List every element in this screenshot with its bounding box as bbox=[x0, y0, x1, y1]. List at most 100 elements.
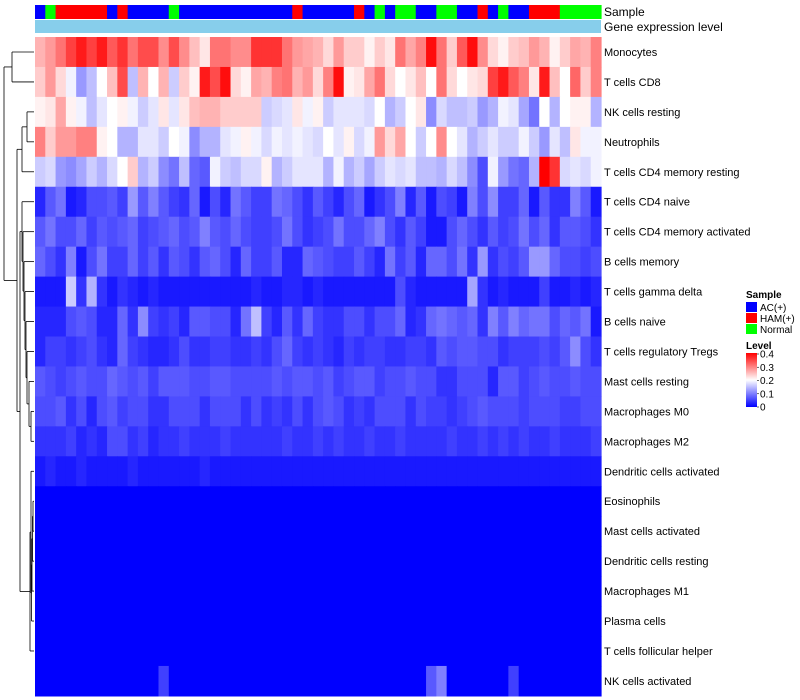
heatmap-cell bbox=[76, 246, 88, 278]
heatmap-cell bbox=[96, 216, 108, 248]
heatmap-cell bbox=[261, 456, 273, 487]
heatmap-cell bbox=[137, 156, 149, 188]
heatmap-cell bbox=[395, 66, 407, 98]
heatmap-cell bbox=[312, 366, 324, 397]
heatmap-cell bbox=[179, 576, 190, 607]
heatmap-cell bbox=[467, 486, 479, 517]
heatmap-cell bbox=[405, 665, 417, 697]
row-label: T cells CD4 memory resting bbox=[604, 167, 740, 179]
heatmap-cell bbox=[580, 306, 592, 338]
sample-annotation-cell bbox=[281, 5, 293, 19]
heatmap-cell bbox=[528, 366, 540, 397]
heatmap-cell bbox=[220, 66, 232, 98]
heatmap-cell bbox=[312, 665, 324, 697]
heatmap-cell bbox=[446, 456, 458, 487]
heatmap-cell bbox=[209, 486, 221, 517]
heatmap-cell bbox=[426, 426, 437, 457]
heatmap-cell bbox=[86, 546, 98, 577]
heatmap-cells bbox=[35, 37, 602, 697]
heatmap-cell bbox=[405, 66, 417, 98]
heatmap-cell bbox=[426, 665, 437, 697]
heatmap-cell bbox=[76, 156, 88, 188]
heatmap-cell bbox=[580, 126, 592, 158]
heatmap-cell bbox=[240, 486, 252, 517]
heatmap-cell bbox=[508, 216, 520, 248]
heatmap-cell bbox=[580, 216, 592, 248]
heatmap-cell bbox=[323, 336, 335, 368]
heatmap-cell bbox=[590, 156, 602, 188]
heatmap-cell bbox=[107, 426, 118, 457]
heatmap-cell bbox=[477, 456, 489, 487]
heatmap-cell bbox=[508, 606, 520, 637]
sample-annotation-cell bbox=[426, 5, 437, 19]
heatmap-cell bbox=[179, 665, 190, 697]
heatmap-cell bbox=[518, 396, 530, 427]
heatmap-cell bbox=[220, 126, 232, 158]
heatmap-cell bbox=[261, 606, 273, 637]
heatmap-cell bbox=[518, 516, 530, 547]
heatmap-cell bbox=[55, 96, 67, 128]
heatmap-cell bbox=[240, 37, 252, 68]
heatmap-cell bbox=[487, 186, 499, 218]
heatmap-cell bbox=[168, 426, 180, 457]
heatmap-cell bbox=[467, 306, 479, 338]
heatmap-cell bbox=[467, 426, 479, 457]
heatmap-cell bbox=[137, 426, 149, 457]
heatmap-cell bbox=[168, 96, 180, 128]
heatmap-cell bbox=[199, 636, 211, 667]
heatmap-cell bbox=[436, 66, 448, 98]
heatmap-cell bbox=[127, 216, 139, 248]
heatmap-cell bbox=[395, 606, 407, 637]
heatmap-cell bbox=[302, 276, 314, 308]
heatmap-cell bbox=[333, 66, 345, 98]
heatmap-cell bbox=[292, 37, 304, 68]
heatmap-cell bbox=[158, 126, 170, 158]
heatmap-cell bbox=[292, 186, 304, 218]
heatmap-cell bbox=[343, 576, 355, 607]
heatmap-cell bbox=[96, 426, 108, 457]
heatmap-cell bbox=[426, 606, 437, 637]
heatmap-cell bbox=[271, 636, 283, 667]
heatmap-cell bbox=[107, 576, 118, 607]
heatmap-cell bbox=[374, 576, 386, 607]
heatmap-cell bbox=[559, 246, 571, 278]
heatmap-cell bbox=[137, 606, 149, 637]
heatmap-cell bbox=[158, 216, 170, 248]
heatmap-cell bbox=[384, 665, 396, 697]
heatmap-cell bbox=[498, 396, 509, 427]
heatmap-cell bbox=[199, 486, 211, 517]
heatmap-cell bbox=[107, 396, 118, 427]
heatmap-cell bbox=[209, 606, 221, 637]
heatmap-cell bbox=[148, 366, 160, 397]
row-label: NK cells resting bbox=[604, 107, 680, 119]
heatmap-cell bbox=[220, 156, 232, 188]
heatmap-cell bbox=[528, 246, 540, 278]
heatmap-cell bbox=[415, 66, 427, 98]
heatmap-cell bbox=[199, 306, 211, 338]
level-tick-label: 0.3 bbox=[760, 363, 774, 374]
heatmap-cell bbox=[384, 546, 396, 577]
heatmap-cell bbox=[96, 156, 108, 188]
sample-annotation-cell bbox=[395, 5, 407, 19]
heatmap-cell bbox=[405, 216, 417, 248]
heatmap-cell bbox=[436, 96, 448, 128]
heatmap-cell bbox=[251, 516, 262, 547]
heatmap-cell bbox=[343, 96, 355, 128]
heatmap-cell bbox=[405, 636, 417, 667]
heatmap-cell bbox=[312, 306, 324, 338]
heatmap-cell bbox=[343, 37, 355, 68]
heatmap-cell bbox=[127, 246, 139, 278]
heatmap-cell bbox=[117, 156, 129, 188]
heatmap-cell bbox=[127, 156, 139, 188]
heatmap-cell bbox=[487, 216, 499, 248]
heatmap-cell bbox=[96, 66, 108, 98]
heatmap-cell bbox=[117, 96, 129, 128]
heatmap-cell bbox=[384, 246, 396, 278]
heatmap-cell bbox=[117, 306, 129, 338]
heatmap-cell bbox=[96, 576, 108, 607]
heatmap-cell bbox=[281, 546, 293, 577]
gene-expression-annotation-label: Gene expression level bbox=[604, 20, 723, 34]
heatmap-cell bbox=[271, 216, 283, 248]
heatmap-cell bbox=[323, 396, 335, 427]
heatmap-cell bbox=[35, 66, 46, 98]
